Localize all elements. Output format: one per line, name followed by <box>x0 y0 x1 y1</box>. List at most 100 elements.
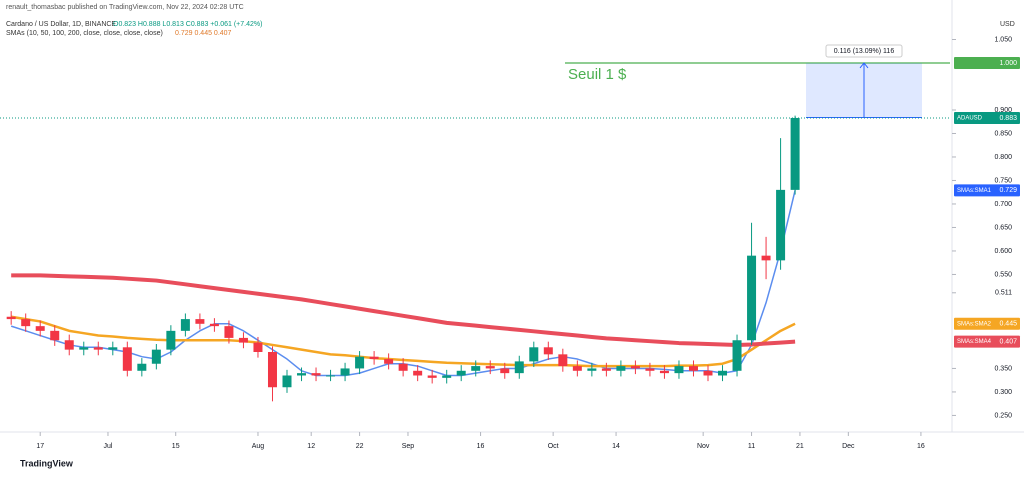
candle-body <box>500 368 510 374</box>
x-tick-label: Dec <box>842 443 855 450</box>
y-tick-label: 0.600 <box>994 248 1012 255</box>
candle-body <box>326 375 336 377</box>
candle-body <box>311 373 321 376</box>
candle-body <box>224 326 234 338</box>
candle-body <box>688 366 698 371</box>
y-tick-label: 0.900 <box>994 107 1012 114</box>
x-tick-label: 12 <box>307 443 315 450</box>
candle-body <box>543 347 553 355</box>
x-tick-label: Aug <box>252 443 265 450</box>
candle-body <box>572 366 582 371</box>
x-tick-label: Jul <box>103 443 112 450</box>
sma-tag-value: 0.445 <box>999 321 1017 328</box>
y-tick-label: 0.350 <box>994 365 1012 372</box>
y-tick-label: 0.750 <box>994 177 1012 184</box>
candle-body <box>64 340 74 350</box>
currency: USD <box>1000 21 1015 28</box>
level-tag-value: 1.000 <box>999 60 1017 67</box>
candle-body <box>297 373 307 376</box>
candle-body <box>369 356 379 360</box>
candle-body <box>180 319 190 331</box>
ohlc: O0.823 H0.888 L0.813 C0.883 +0.061 (+7.4… <box>113 21 262 28</box>
x-tick-label: 14 <box>612 443 620 450</box>
candle-body <box>413 370 423 376</box>
candle-body <box>790 117 800 190</box>
candle-body <box>267 351 277 388</box>
sma-tag-name: SMAs:SMA1 <box>957 188 992 194</box>
candle-body <box>166 330 176 350</box>
last-price-tag-box <box>954 111 1020 124</box>
y-tick-label: 0.250 <box>994 412 1012 419</box>
footer-brand: TradingView <box>20 458 74 468</box>
last-price-tag-value: 0.883 <box>999 115 1017 122</box>
sma-tag-box <box>954 335 1020 348</box>
candle-body <box>485 366 495 369</box>
candle-body <box>137 363 147 371</box>
candle-body <box>630 366 640 369</box>
candle-body <box>645 368 655 371</box>
candle-body <box>718 370 728 376</box>
candle-body <box>79 347 89 350</box>
published-line: renault_thomasbac published on TradingVi… <box>6 4 244 11</box>
sma-tag-name: SMAs:SMA2 <box>957 321 992 327</box>
candle-body <box>456 370 466 376</box>
candle-body <box>616 366 626 371</box>
sma-tag-value: 0.407 <box>999 338 1017 345</box>
y-tick-label: 0.700 <box>994 201 1012 208</box>
candle-body <box>761 255 771 261</box>
candle-body <box>151 349 161 364</box>
studies: SMAs (10, 50, 100, 200, close, close, cl… <box>6 30 163 37</box>
candle-body <box>587 368 597 371</box>
candle-body <box>601 368 611 371</box>
y-tick-label: 0.300 <box>994 389 1012 396</box>
candle-body <box>732 340 742 371</box>
x-tick-label: Nov <box>697 443 710 450</box>
candle-body <box>340 368 350 376</box>
candle-body <box>398 363 408 371</box>
x-tick-label: 16 <box>477 443 485 450</box>
x-tick-label: 11 <box>748 443 755 450</box>
candle-body <box>108 347 118 350</box>
measure-arrowhead <box>859 62 869 69</box>
last-price-tag-name: ADAUSD <box>957 116 983 122</box>
level-tag-box <box>954 56 1020 69</box>
candle-body <box>529 347 539 362</box>
candle-body <box>50 330 60 341</box>
candle-body <box>384 359 394 364</box>
symbol: Cardano / US Dollar, 1D, BINANCE <box>6 21 116 28</box>
measure-label: 0.116 (13.09%) 116 <box>834 48 895 55</box>
candle-body <box>209 323 219 327</box>
y-tick-label: 0.850 <box>994 130 1012 137</box>
x-tick-label: 17 <box>36 443 44 450</box>
candle-body <box>253 342 263 352</box>
candle-body <box>195 319 205 324</box>
candle-body <box>674 366 684 374</box>
candle-body <box>122 347 132 371</box>
candle-body <box>514 361 524 374</box>
x-tick-label: Sep <box>402 443 415 450</box>
x-tick-label: 15 <box>172 443 180 450</box>
y-tick-label: 0.550 <box>994 271 1012 278</box>
candle-body <box>427 375 437 378</box>
candle-body <box>442 375 452 378</box>
study-values: 0.729 0.445 0.407 <box>175 30 232 37</box>
candle-body <box>355 356 365 369</box>
x-tick-label: 22 <box>356 443 364 450</box>
y-tick-label: 0.800 <box>994 154 1012 161</box>
level-label: Seuil 1 $ <box>568 66 627 83</box>
sma-tag-box <box>954 184 1020 197</box>
candle-body <box>238 337 248 343</box>
sma-tag-name: SMAs:SMA4 <box>957 339 992 345</box>
measure-label-box <box>825 44 903 58</box>
candle-body <box>776 189 786 261</box>
candle-body <box>6 316 16 320</box>
y-tick-label: 0.650 <box>994 224 1012 231</box>
candle-body <box>35 326 45 331</box>
candle-body <box>747 255 757 341</box>
sma-tag-value: 0.729 <box>999 187 1017 194</box>
y-tick-label: 1.050 <box>994 36 1012 43</box>
candle-body <box>659 370 669 374</box>
candle-body <box>558 354 568 367</box>
